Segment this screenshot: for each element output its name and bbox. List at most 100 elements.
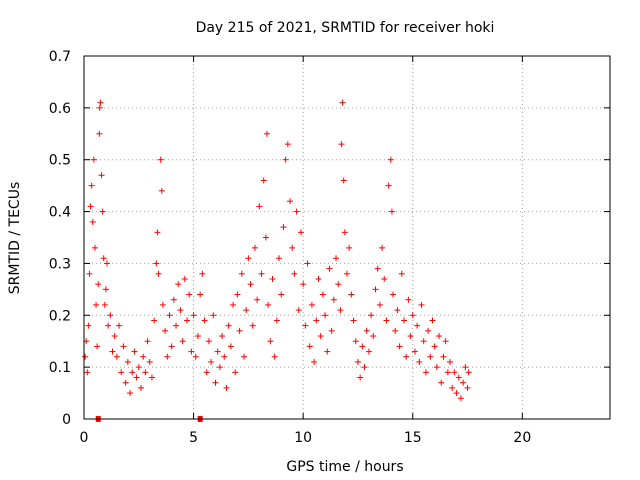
data-point [166, 312, 173, 319]
data-point [338, 141, 345, 148]
data-point [326, 265, 333, 272]
data-point [201, 317, 208, 324]
data-point [90, 156, 97, 163]
data-point [346, 244, 353, 251]
data-point [243, 307, 250, 314]
grid-lines [84, 56, 610, 419]
data-point [374, 265, 381, 272]
data-point [302, 322, 309, 329]
data-point [337, 307, 344, 314]
data-point [254, 296, 261, 303]
data-point [433, 364, 440, 371]
data-point [361, 364, 368, 371]
data-point [269, 275, 276, 282]
data-point [251, 244, 258, 251]
data-point [297, 229, 304, 236]
y-tick-labels: 0 0.1 0.2 0.3 0.4 0.5 0.6 0.7 [49, 49, 71, 428]
data-point [425, 327, 432, 334]
data-point [442, 338, 449, 345]
data-point [133, 374, 140, 381]
chart-title: Day 215 of 2021, SRMTID for receiver hok… [196, 20, 495, 36]
data-point [372, 286, 379, 293]
data-point [392, 327, 399, 334]
data-point [267, 338, 274, 345]
data-point [383, 317, 390, 324]
data-point [155, 270, 162, 277]
data-point [188, 348, 195, 355]
data-point [113, 353, 120, 360]
data-point [381, 275, 388, 282]
data-point [276, 255, 283, 262]
data-point [170, 296, 177, 303]
y-tick-label: 0 [62, 412, 71, 428]
data-point [313, 317, 320, 324]
data-point [96, 104, 103, 111]
y-tick-label: 0.2 [49, 308, 71, 324]
data-point [289, 244, 296, 251]
data-point [436, 333, 443, 340]
data-point [258, 270, 265, 277]
data-point [407, 333, 414, 340]
data-point [216, 364, 223, 371]
data-point [280, 224, 287, 231]
data-point [98, 172, 105, 179]
data-point [462, 364, 469, 371]
data-point [284, 141, 291, 148]
data-point [282, 156, 289, 163]
data-point [124, 358, 131, 365]
data-point [365, 348, 372, 355]
data-point [311, 358, 318, 365]
data-point [118, 369, 125, 376]
data-point [308, 301, 315, 308]
data-point [304, 260, 311, 267]
data-point [99, 208, 106, 215]
data-point [162, 327, 169, 334]
data-point [208, 358, 215, 365]
data-point [94, 343, 101, 350]
data-point [225, 322, 232, 329]
data-point [447, 358, 454, 365]
data-point [354, 358, 361, 365]
data-point [398, 270, 405, 277]
x-tick-labels: 0 5 10 15 20 [80, 430, 532, 446]
data-point [214, 348, 221, 355]
data-point [177, 307, 184, 314]
data-point [234, 291, 241, 298]
data-point [127, 390, 134, 397]
data-point [87, 203, 94, 210]
data-point [340, 177, 347, 184]
data-point [264, 130, 271, 137]
data-point [455, 374, 462, 381]
data-point [457, 395, 464, 402]
data-point [429, 317, 436, 324]
data-point [142, 369, 149, 376]
data-point [186, 291, 193, 298]
data-point [333, 255, 340, 262]
plot-frame [83, 55, 611, 420]
data-point [129, 369, 136, 376]
data-point [324, 348, 331, 355]
data-point [192, 353, 199, 360]
data-point [184, 317, 191, 324]
data-point [420, 338, 427, 345]
data-point [256, 203, 263, 210]
data-point [390, 291, 397, 298]
data-point [317, 333, 324, 340]
data-point [416, 358, 423, 365]
data-point [173, 322, 180, 329]
data-point [100, 255, 107, 262]
data-point [236, 327, 243, 334]
data-point [95, 281, 102, 288]
data-point [388, 208, 395, 215]
data-point [387, 156, 394, 163]
data-point [232, 369, 239, 376]
data-point [295, 307, 302, 314]
data-point [449, 384, 456, 391]
data-point [247, 281, 254, 288]
data-point [101, 301, 108, 308]
data-point [291, 270, 298, 277]
data-point [122, 379, 129, 386]
data-point [352, 338, 359, 345]
data-point [385, 182, 392, 189]
y-tick-label: 0.1 [49, 360, 71, 376]
